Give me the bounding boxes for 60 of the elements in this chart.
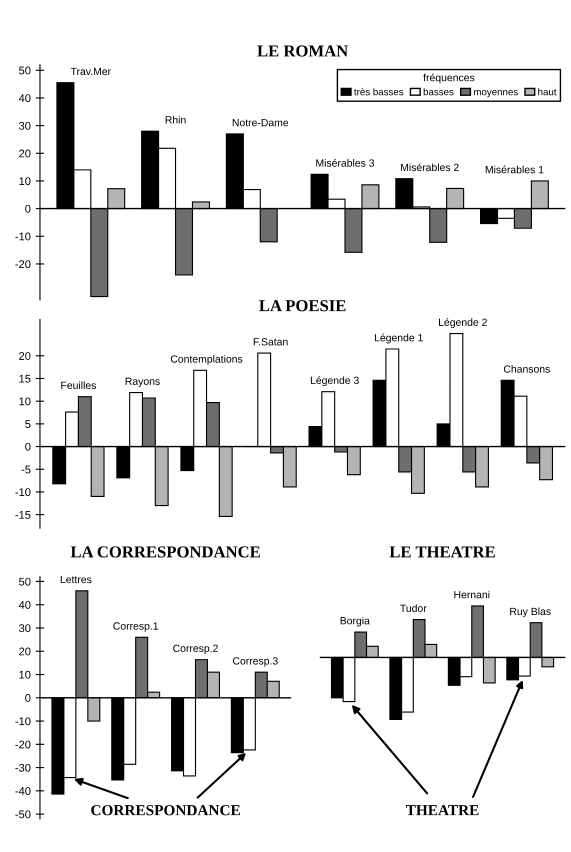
y-tick-label: 50 xyxy=(19,578,31,586)
chart-title: LE THEATRE xyxy=(390,546,495,558)
y-tick-label: -30 xyxy=(15,764,31,772)
annotation: CORRESPONDANCE xyxy=(91,805,240,816)
y-tick-label: 40 xyxy=(18,94,31,102)
x-tick-label: Misérables 3 xyxy=(316,158,374,167)
legend-label: très basses xyxy=(354,88,404,96)
y-tick-label: 20 xyxy=(19,352,31,360)
y-tick-label: -10 xyxy=(15,717,31,726)
x-tick-label: Trav.Mer xyxy=(70,68,111,76)
y-tick-label: 0 xyxy=(25,442,31,451)
y-tick-label: 10 xyxy=(19,397,31,406)
x-tick-label: Corresp.2 xyxy=(173,644,218,654)
x-tick-label: Misérables 2 xyxy=(401,163,459,172)
x-tick-label: Lettres xyxy=(60,576,92,584)
chart-title: LA CORRESPONDANCE xyxy=(70,546,260,558)
x-tick-label: Corresp.1 xyxy=(113,622,158,632)
x-tick-label: Rhin xyxy=(166,116,186,124)
y-tick-label: 0 xyxy=(25,694,31,702)
y-tick-label: 20 xyxy=(19,648,31,656)
y-tick-label: -20 xyxy=(15,740,31,748)
x-tick-label: Légende 2 xyxy=(439,318,487,328)
x-tick-label: Misérables 1 xyxy=(486,166,544,174)
x-tick-label: Corresp.3 xyxy=(232,657,278,667)
y-tick-label: 30 xyxy=(19,122,31,130)
y-tick-label: -10 xyxy=(15,488,31,496)
text: THEATRE xyxy=(406,805,479,816)
legend-label: basses xyxy=(424,88,454,96)
x-tick-label: Chansons xyxy=(504,365,550,373)
x-tick-label: F.Satan xyxy=(254,338,288,346)
x-tick-label: Borgia xyxy=(340,616,370,626)
y-tick-label: -50 xyxy=(15,810,31,818)
legend-label: haut xyxy=(538,88,556,96)
y-tick-label: 15 xyxy=(19,374,30,383)
y-tick-label: 10 xyxy=(19,177,31,186)
y-tick-label: 20 xyxy=(19,150,31,158)
legend-title: fréquences xyxy=(423,74,474,84)
y-tick-label: 5 xyxy=(25,420,30,428)
y-tick-label: 10 xyxy=(19,670,31,679)
y-tick-label: 50 xyxy=(19,66,31,74)
legend-label: moyennes xyxy=(474,90,518,98)
x-tick-label: Hernani xyxy=(454,590,490,598)
x-tick-label: Notre-Dame xyxy=(232,119,288,126)
x-tick-label: Contemplations xyxy=(170,355,242,365)
x-tick-label: Légende 3 xyxy=(310,376,359,386)
y-tick-label: -20 xyxy=(15,260,31,268)
x-tick-label: Légende 1 xyxy=(374,334,423,344)
x-tick-label: Ruy Blas xyxy=(510,607,551,618)
y-tick-label: -10 xyxy=(15,232,31,240)
y-tick-label: -15 xyxy=(15,511,30,519)
chart-title: LE ROMAN xyxy=(257,45,348,57)
x-tick-label: Rayons xyxy=(126,378,160,388)
y-tick-label: -40 xyxy=(15,787,31,795)
y-tick-label: 30 xyxy=(19,624,31,632)
y-tick-label: 40 xyxy=(18,600,31,609)
y-tick-label: -5 xyxy=(22,466,30,474)
y-tick-label: 0 xyxy=(25,204,31,213)
x-tick-label: Feuilles xyxy=(61,381,96,390)
chart-title: LA POESIE xyxy=(259,300,346,312)
x-tick-label: Tudor xyxy=(400,604,427,612)
